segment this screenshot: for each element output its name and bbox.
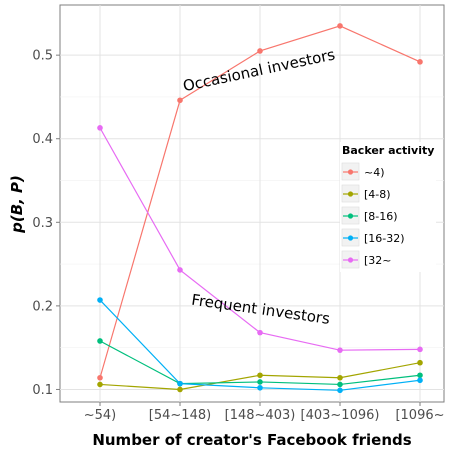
x-axis: ~54) [54~148) [148~403) [403~1096) [1096~ [84, 402, 445, 423]
legend-label: [16-32) [364, 232, 405, 245]
legend-label: [4-8) [364, 188, 391, 201]
data-point [97, 125, 103, 131]
data-point [337, 387, 343, 394]
data-point [97, 381, 103, 388]
data-point [177, 386, 183, 393]
data-point [337, 347, 343, 353]
data-point [257, 329, 263, 336]
x-tick-label: [54~148) [149, 408, 211, 423]
data-point [337, 23, 343, 29]
data-point [417, 59, 423, 65]
data-point [417, 359, 423, 366]
legend-key-point [347, 235, 354, 241]
data-point [177, 267, 183, 273]
y-tick-label: 0.5 [32, 49, 53, 64]
data-point [257, 372, 263, 379]
data-point [417, 346, 423, 353]
y-axis-title: p(B, P) [8, 175, 26, 234]
legend-key-point [347, 191, 354, 197]
legend-title: Backer activity [342, 144, 434, 157]
y-tick-label: 0.3 [32, 216, 53, 231]
y-tick-label: 0.1 [32, 383, 53, 398]
legend-items: ~4) [4-8) [8-16) [16-32) [32~ [341, 162, 405, 269]
legend: Backer activity ~4) [4-8) [8-16) [16-32) [32… [340, 142, 436, 272]
x-tick-label: [403~1096) [301, 408, 380, 423]
x-tick-label: ~54) [84, 408, 117, 423]
data-point [257, 379, 263, 385]
x-tick-label: [148~403) [225, 408, 296, 423]
legend-key-point [347, 257, 354, 263]
data-point [177, 380, 183, 387]
legend-key-point [347, 213, 354, 219]
legend-key-point [347, 169, 354, 175]
y-tick-label: 0.2 [32, 299, 53, 314]
data-point [417, 372, 423, 379]
legend-label: ~4) [364, 166, 385, 179]
series-layer [97, 23, 423, 394]
legend-label: [8-16) [364, 210, 398, 223]
data-point [97, 374, 103, 381]
y-tick-label: 0.4 [32, 132, 53, 147]
y-axis: 0.1 0.2 0.3 0.4 0.5 [32, 49, 60, 398]
legend-label: [32~ [364, 254, 392, 267]
data-point [177, 97, 183, 104]
data-point [417, 377, 423, 384]
data-point [257, 48, 263, 54]
x-axis-title: Number of creator's Facebook friends [92, 431, 411, 449]
data-point [337, 374, 343, 381]
data-point [337, 381, 343, 388]
x-tick-label: [1096~ [395, 408, 444, 423]
data-point [257, 384, 263, 391]
data-point [97, 338, 103, 344]
data-point [97, 297, 103, 303]
